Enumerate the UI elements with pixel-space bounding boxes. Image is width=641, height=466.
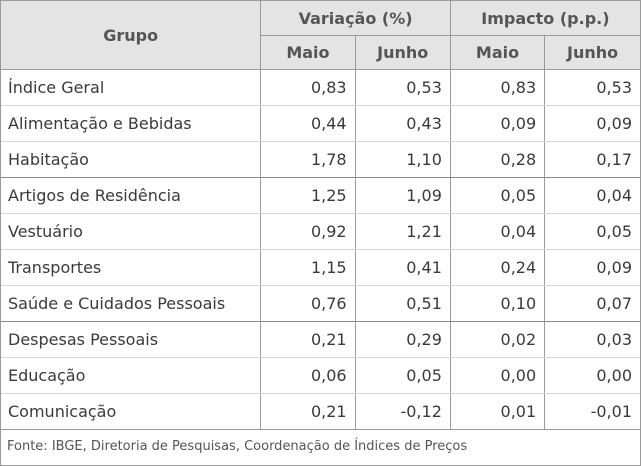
- source-row: Fonte: IBGE, Diretoria de Pesquisas, Coo…: [1, 430, 640, 463]
- cell-variacao-maio: 0,06: [260, 357, 356, 394]
- cell-impacto-maio: 0,28: [450, 141, 546, 178]
- table-row: Índice Geral 0,83 0,53 0,83 0,53: [1, 69, 640, 106]
- cell-variacao-maio: 0,21: [260, 393, 356, 430]
- header-variacao-junho: Junho: [354, 35, 451, 70]
- cell-variacao-junho: 0,29: [355, 321, 451, 358]
- cell-impacto-junho: 0,00: [544, 357, 640, 394]
- cell-variacao-junho: 0,41: [355, 249, 451, 286]
- row-label: Saúde e Cuidados Pessoais: [1, 285, 262, 322]
- cell-variacao-junho: 0,05: [355, 357, 451, 394]
- table-row: Artigos de Residência 1,25 1,09 0,05 0,0…: [1, 177, 640, 214]
- cell-variacao-maio: 0,92: [260, 213, 356, 250]
- cell-impacto-maio: 0,83: [450, 69, 546, 106]
- cell-impacto-junho: 0,53: [544, 69, 640, 106]
- cell-variacao-junho: 1,21: [355, 213, 451, 250]
- table-row: Saúde e Cuidados Pessoais 0,76 0,51 0,10…: [1, 285, 640, 322]
- cell-variacao-junho: 0,51: [355, 285, 451, 322]
- cell-impacto-junho: 0,17: [544, 141, 640, 178]
- header-variacao: Variação (%): [260, 1, 451, 36]
- table-row: Vestuário 0,92 1,21 0,04 0,05: [1, 213, 640, 250]
- table-header: Grupo Variação (%) Impacto (p.p.) Maio J…: [1, 1, 640, 70]
- cell-impacto-maio: 0,04: [450, 213, 546, 250]
- row-label: Índice Geral: [1, 69, 262, 106]
- cell-impacto-junho: 0,04: [544, 177, 640, 214]
- cell-variacao-maio: 0,76: [260, 285, 356, 322]
- cell-impacto-maio: 0,02: [450, 321, 546, 358]
- cell-impacto-maio: 0,09: [450, 105, 546, 142]
- row-label: Alimentação e Bebidas: [1, 105, 262, 142]
- row-label: Artigos de Residência: [1, 177, 262, 214]
- header-impacto: Impacto (p.p.): [449, 1, 640, 36]
- header-impacto-maio: Maio: [449, 35, 546, 70]
- table-body: Índice Geral 0,83 0,53 0,83 0,53 Aliment…: [1, 69, 640, 463]
- cell-impacto-maio: 0,24: [450, 249, 546, 286]
- cell-variacao-maio: 0,83: [260, 69, 356, 106]
- source-note: Fonte: IBGE, Diretoria de Pesquisas, Coo…: [7, 438, 468, 454]
- cell-variacao-maio: 0,21: [260, 321, 356, 358]
- table-row: Transportes 1,15 0,41 0,24 0,09: [1, 249, 640, 286]
- cell-impacto-junho: 0,09: [544, 249, 640, 286]
- row-label: Despesas Pessoais: [1, 321, 262, 358]
- cell-variacao-junho: 1,10: [355, 141, 451, 178]
- row-label: Comunicação: [1, 393, 262, 430]
- cell-variacao-junho: -0,12: [355, 393, 451, 430]
- cell-impacto-junho: 0,09: [544, 105, 640, 142]
- cell-impacto-junho: 0,03: [544, 321, 640, 358]
- cell-impacto-maio: 0,10: [450, 285, 546, 322]
- cell-variacao-maio: 0,44: [260, 105, 356, 142]
- cell-variacao-junho: 1,09: [355, 177, 451, 214]
- cell-impacto-junho: -0,01: [544, 393, 640, 430]
- cell-variacao-maio: 1,78: [260, 141, 356, 178]
- cell-variacao-junho: 0,43: [355, 105, 451, 142]
- cell-impacto-junho: 0,07: [544, 285, 640, 322]
- table-row: Comunicação 0,21 -0,12 0,01 -0,01: [1, 393, 640, 430]
- cell-impacto-maio: 0,05: [450, 177, 546, 214]
- cell-variacao-junho: 0,53: [355, 69, 451, 106]
- table-row: Despesas Pessoais 0,21 0,29 0,02 0,03: [1, 321, 640, 358]
- header-variacao-maio: Maio: [260, 35, 356, 70]
- row-label: Vestuário: [1, 213, 262, 250]
- row-label: Educação: [1, 357, 262, 394]
- cell-impacto-junho: 0,05: [544, 213, 640, 250]
- row-label: Habitação: [1, 141, 262, 178]
- header-grupo: Grupo: [1, 1, 262, 70]
- cell-impacto-maio: 0,00: [450, 357, 546, 394]
- table-row: Educação 0,06 0,05 0,00 0,00: [1, 357, 640, 394]
- cell-variacao-maio: 1,15: [260, 249, 356, 286]
- header-impacto-junho: Junho: [544, 35, 640, 70]
- row-label: Transportes: [1, 249, 262, 286]
- table-row: Alimentação e Bebidas 0,44 0,43 0,09 0,0…: [1, 105, 640, 142]
- cell-variacao-maio: 1,25: [260, 177, 356, 214]
- table-row: Habitação 1,78 1,10 0,28 0,17: [1, 141, 640, 178]
- cell-impacto-maio: 0,01: [450, 393, 546, 430]
